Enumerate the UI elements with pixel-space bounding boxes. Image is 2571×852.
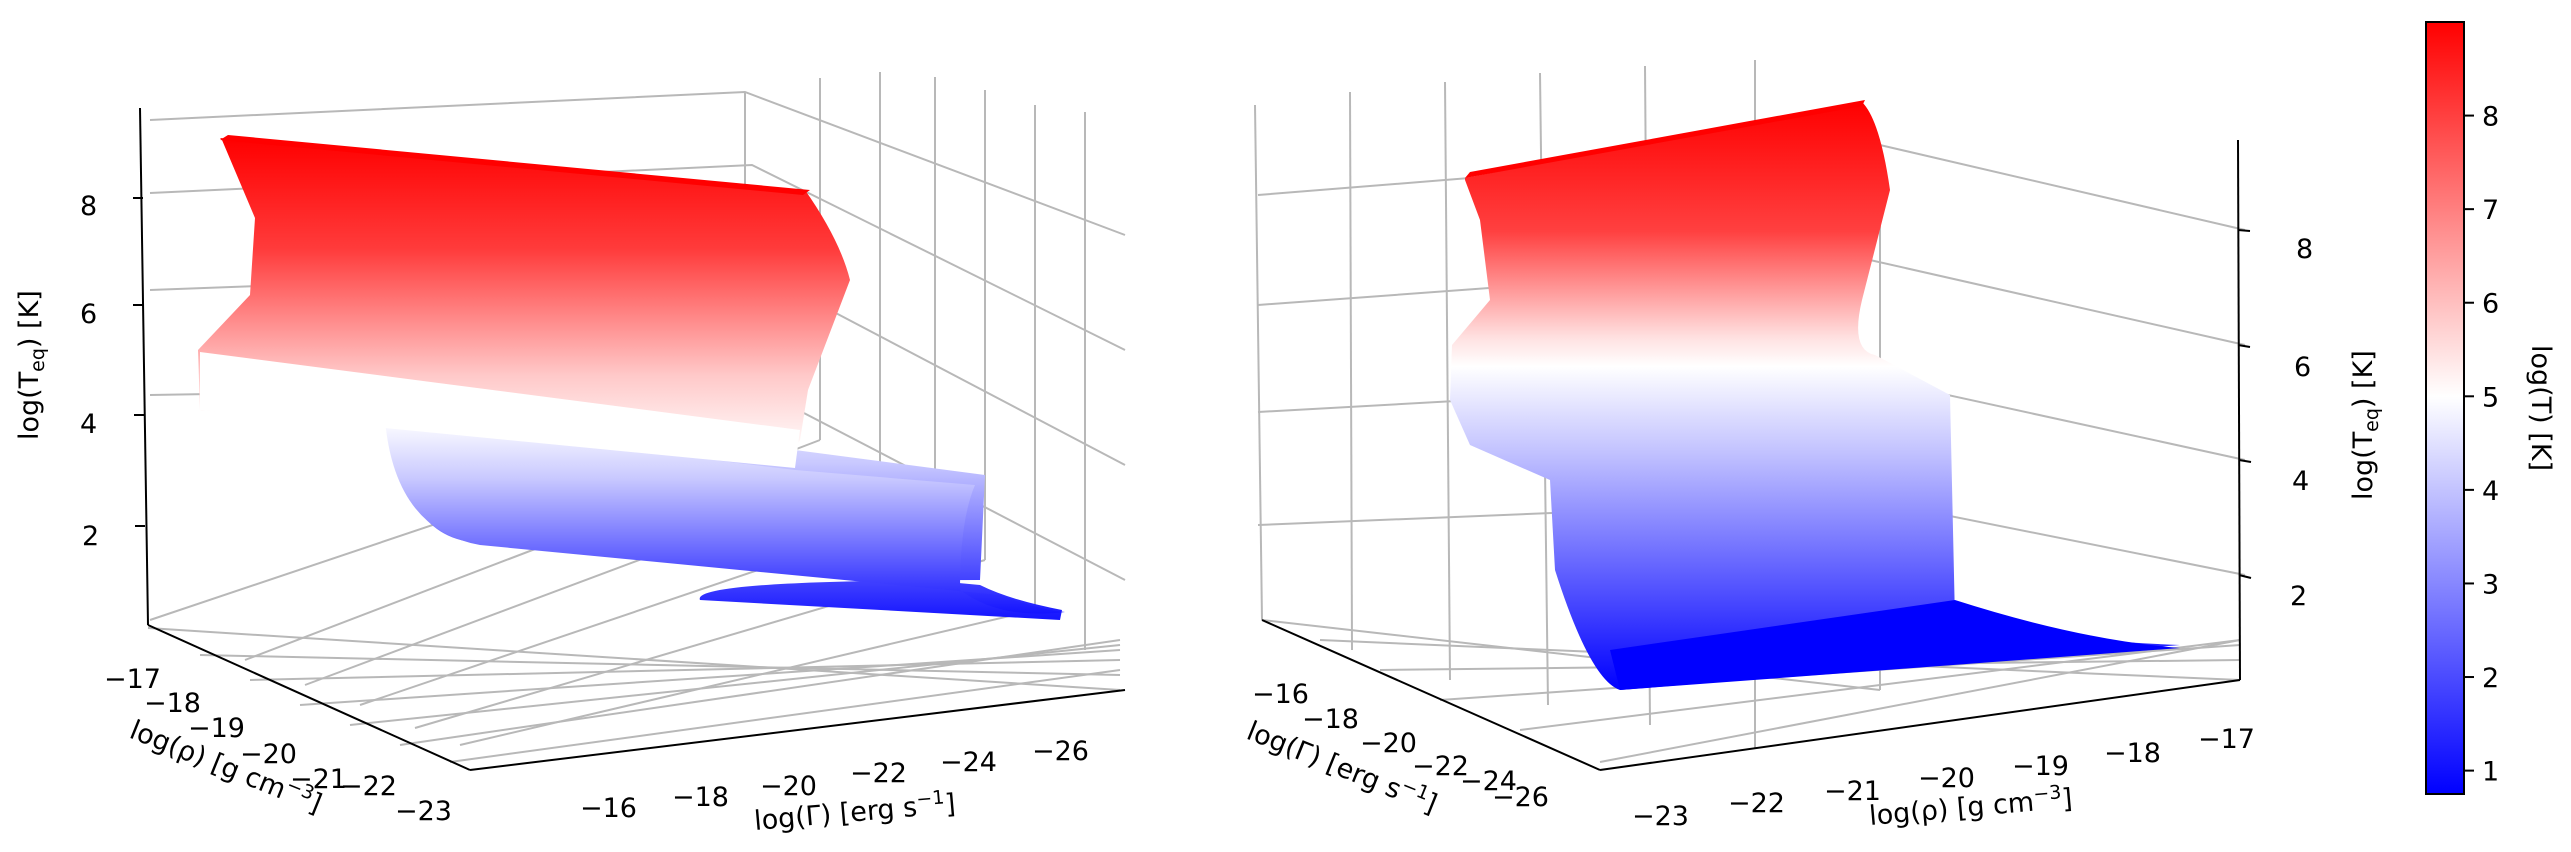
left-y-tick-5: −26 xyxy=(1032,736,1089,767)
colorbar-tick-1: 1 xyxy=(2482,757,2499,788)
colorbar-tick-2: 2 xyxy=(2482,663,2499,694)
left-x-tick-4: −21 xyxy=(290,764,347,795)
right-surface xyxy=(1450,100,2180,690)
right-y-ticks: −23 −22 −21 −20 −19 −18 −17 xyxy=(1632,724,2255,832)
left-z-tick-6: 6 xyxy=(80,299,97,330)
colorbar: 1 2 3 4 5 6 7 8 log(T) [K] xyxy=(2425,21,2556,795)
right-x-ticks: −16 −18 −20 −22 −24 −26 xyxy=(1252,679,1549,813)
left-y-tick-0: −16 xyxy=(580,793,637,824)
right-z-ticks: 8 6 4 2 xyxy=(2237,229,2313,612)
right-z-tick-4: 4 xyxy=(2292,466,2309,497)
right-y-tick-0: −23 xyxy=(1632,801,1689,832)
right-z-label: log(Teq) [K] xyxy=(2348,350,2383,500)
colorbar-tick-8: 8 xyxy=(2482,102,2499,133)
left-y-tick-1: −18 xyxy=(672,782,729,813)
colorbar-tick-7: 7 xyxy=(2482,195,2499,226)
right-y-tick-5: −18 xyxy=(2104,738,2161,769)
left-axes xyxy=(139,107,1126,771)
right-y-tick-6: −17 xyxy=(2198,724,2255,755)
right-z-tick-6: 6 xyxy=(2294,352,2311,383)
right-y-tick-4: −19 xyxy=(2012,751,2069,782)
left-z-tick-4: 4 xyxy=(80,409,97,440)
right-panel: 8 6 4 2 log(Teq) [K] −16 −18 −20 −22 −24… xyxy=(1242,60,2383,832)
left-surface xyxy=(198,135,1065,620)
left-x-tick-1: −18 xyxy=(144,688,201,719)
left-x-tick-3: −20 xyxy=(240,739,297,770)
colorbar-ticks: 1 2 3 4 5 6 7 8 xyxy=(2464,102,2499,788)
left-x-tick-6: −23 xyxy=(395,796,452,827)
left-x-ticks: −17 −18 −19 −20 −21 −22 −23 xyxy=(104,664,452,827)
right-x-tick-5: −26 xyxy=(1492,782,1549,813)
right-y-tick-3: −20 xyxy=(1918,763,1975,794)
left-y-tick-4: −24 xyxy=(940,747,997,778)
left-x-tick-2: −19 xyxy=(188,713,245,744)
left-z-label: log(Teq) [K] xyxy=(14,290,49,440)
colorbar-tick-6: 6 xyxy=(2482,289,2499,320)
colorbar-gradient xyxy=(2425,21,2465,795)
left-y-tick-3: −22 xyxy=(850,758,907,789)
left-z-tick-2: 2 xyxy=(82,521,99,552)
right-x-tick-0: −16 xyxy=(1252,679,1309,710)
left-y-tick-2: −20 xyxy=(760,771,817,802)
colorbar-tick-5: 5 xyxy=(2482,382,2499,413)
colorbar-tick-4: 4 xyxy=(2482,476,2499,507)
right-y-tick-2: −21 xyxy=(1824,776,1881,807)
right-x-tick-3: −22 xyxy=(1412,751,1469,782)
right-y-tick-1: −22 xyxy=(1728,788,1785,819)
right-x-tick-1: −18 xyxy=(1302,704,1359,735)
left-y-ticks: −16 −18 −20 −22 −24 −26 xyxy=(580,736,1089,824)
right-z-tick-2: 2 xyxy=(2290,581,2307,612)
right-x-tick-2: −20 xyxy=(1360,728,1417,759)
colorbar-label: log(T) [K] xyxy=(2525,345,2556,471)
left-panel: 8 6 4 2 log(Teq) [K] −17 −18 −19 −20 −21… xyxy=(14,72,1126,837)
left-z-ticks: 8 6 4 2 xyxy=(80,191,145,552)
left-x-tick-0: −17 xyxy=(104,664,161,695)
right-x-tick-4: −24 xyxy=(1460,766,1517,797)
right-z-tick-8: 8 xyxy=(2296,234,2313,265)
left-x-tick-5: −22 xyxy=(340,771,397,802)
colorbar-tick-3: 3 xyxy=(2482,569,2499,600)
left-z-tick-8: 8 xyxy=(80,191,97,222)
